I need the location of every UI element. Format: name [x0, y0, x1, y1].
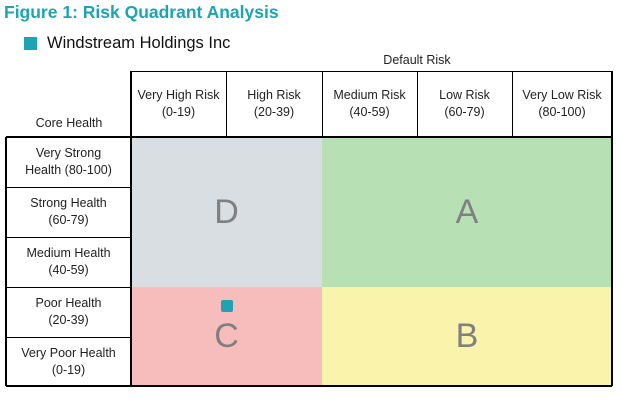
grid-line: [6, 336, 131, 338]
x-tick-label: Medium Risk (40-59): [333, 88, 406, 119]
figure-title: Figure 1: Risk Quadrant Analysis: [4, 2, 279, 22]
y-axis-title: Core Health: [35, 116, 103, 130]
quadrant-label-a: A: [455, 192, 479, 231]
grid-line: [511, 71, 513, 137]
legend: Windstream Holdings Inc: [24, 33, 230, 53]
quadrant-label-b: B: [455, 317, 479, 355]
x-tick-label: Very Low Risk (80-100): [522, 88, 602, 119]
grid-line: [5, 137, 7, 386]
x-axis-title: Default Risk: [383, 53, 451, 67]
quadrant-label-d: D: [214, 192, 239, 231]
legend-label: Windstream Holdings Inc: [47, 33, 231, 52]
grid-line: [611, 71, 613, 386]
grid-line: [416, 71, 418, 137]
grid-line: [131, 70, 612, 72]
grid-line: [6, 385, 612, 387]
quadrant-a: [322, 137, 612, 287]
quadrant-label-c: C: [214, 317, 239, 355]
grid-line: [6, 186, 131, 188]
grid-line: [6, 236, 131, 238]
grid-line: [6, 286, 131, 288]
legend-swatch: [24, 36, 37, 50]
y-tick-label: Poor Health (20-39): [35, 296, 102, 327]
quadrant-d: [131, 137, 322, 287]
grid-line: [225, 71, 227, 137]
quadrant-b: [322, 287, 612, 386]
grid-line: [6, 136, 612, 138]
y-tick-label: Medium Health (40-59): [26, 246, 111, 277]
y-tick-label: Very Strong Health (80-100): [25, 146, 112, 177]
x-tick-label: Low Risk (60-79): [439, 88, 490, 119]
y-tick-label: Strong Health (60-79): [30, 196, 107, 227]
x-tick-label: Very High Risk (0-19): [137, 88, 220, 119]
x-tick-label: High Risk (20-39): [247, 88, 301, 119]
y-tick-label: Very Poor Health (0-19): [21, 345, 116, 377]
grid-line: [321, 71, 323, 137]
grid-line: [130, 71, 132, 386]
data-point-marker: [221, 300, 234, 313]
